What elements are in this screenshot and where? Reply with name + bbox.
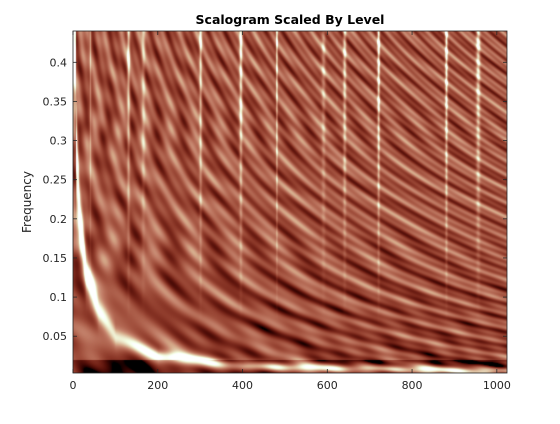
y-tick-label: 0.05	[43, 330, 68, 343]
scalogram-heatmap	[73, 31, 507, 373]
y-axis-label: Frequency	[20, 171, 34, 233]
y-axis: 0.05 0.1 0.15 0.2 0.25 0.3 0.35 0.4	[43, 56, 507, 343]
y-tick-label: 0.4	[50, 56, 68, 69]
axes-box	[72, 30, 508, 374]
x-tick-label: 200	[147, 379, 168, 392]
x-tick-label: 800	[402, 379, 423, 392]
x-axis: 0 200 400 600 800 1000	[70, 31, 511, 392]
y-tick-label: 0.2	[50, 213, 68, 226]
y-tick-label: 0.25	[43, 174, 68, 187]
x-tick-label: 600	[317, 379, 338, 392]
x-tick-label: 1000	[483, 379, 511, 392]
y-tick-label: 0.15	[43, 252, 68, 265]
x-tick-label: 400	[232, 379, 253, 392]
y-tick-label: 0.3	[50, 135, 68, 148]
x-tick-label: 0	[70, 379, 77, 392]
chart-title: Scalogram Scaled By Level	[196, 12, 385, 27]
y-tick-label: 0.35	[43, 95, 68, 108]
y-tick-label: 0.1	[50, 291, 68, 304]
